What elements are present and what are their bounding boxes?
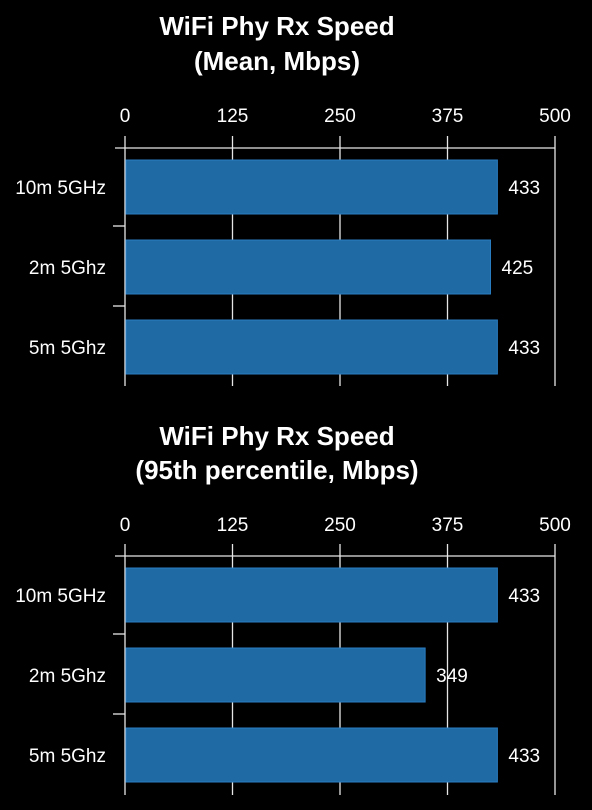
category-label: 5m 5Ghz xyxy=(29,746,106,767)
x-tick-label: 0 xyxy=(120,106,131,127)
category-label: 5m 5Ghz xyxy=(29,338,106,359)
plot-area xyxy=(113,544,556,795)
category-label: 2m 5Ghz xyxy=(29,258,106,279)
bar xyxy=(125,647,426,703)
bar xyxy=(125,239,491,295)
category-label: 10m 5GHz xyxy=(15,178,106,199)
bar xyxy=(125,567,498,623)
bar-value-label: 433 xyxy=(508,746,540,767)
bar-value-label: 433 xyxy=(508,178,540,199)
chart-panel-p95: WiFi Phy Rx Speed (95th percentile, Mbps… xyxy=(15,421,571,795)
chart-title-line-1: WiFi Phy Rx Speed xyxy=(159,421,394,451)
category-label: 2m 5Ghz xyxy=(29,666,106,687)
bar xyxy=(125,159,498,215)
bar xyxy=(125,319,498,375)
bar-value-label: 349 xyxy=(436,666,468,687)
x-axis: 0 125 250 375 500 xyxy=(120,515,571,536)
chart-title-line-2: (Mean, Mbps) xyxy=(194,46,360,76)
x-axis: 0 125 250 375 500 xyxy=(120,106,571,127)
x-tick-label: 375 xyxy=(432,106,464,127)
bar xyxy=(125,727,498,783)
bar-value-label: 433 xyxy=(508,586,540,607)
bar-value-label: 433 xyxy=(508,338,540,359)
x-tick-label: 375 xyxy=(432,515,464,536)
chart-title-line-1: WiFi Phy Rx Speed xyxy=(159,11,394,41)
x-tick-label: 250 xyxy=(324,106,356,127)
chart-title-line-2: (95th percentile, Mbps) xyxy=(135,455,418,485)
x-tick-label: 125 xyxy=(217,515,249,536)
x-tick-label: 250 xyxy=(324,515,356,536)
x-tick-label: 0 xyxy=(120,515,131,536)
x-tick-label: 125 xyxy=(217,106,249,127)
bar-value-label: 425 xyxy=(502,258,534,279)
chart-panel-mean: WiFi Phy Rx Speed (Mean, Mbps) 0 125 250… xyxy=(15,11,571,386)
category-label: 10m 5GHz xyxy=(15,586,106,607)
x-tick-label: 500 xyxy=(539,106,571,127)
x-tick-label: 500 xyxy=(539,515,571,536)
plot-area xyxy=(113,136,556,386)
